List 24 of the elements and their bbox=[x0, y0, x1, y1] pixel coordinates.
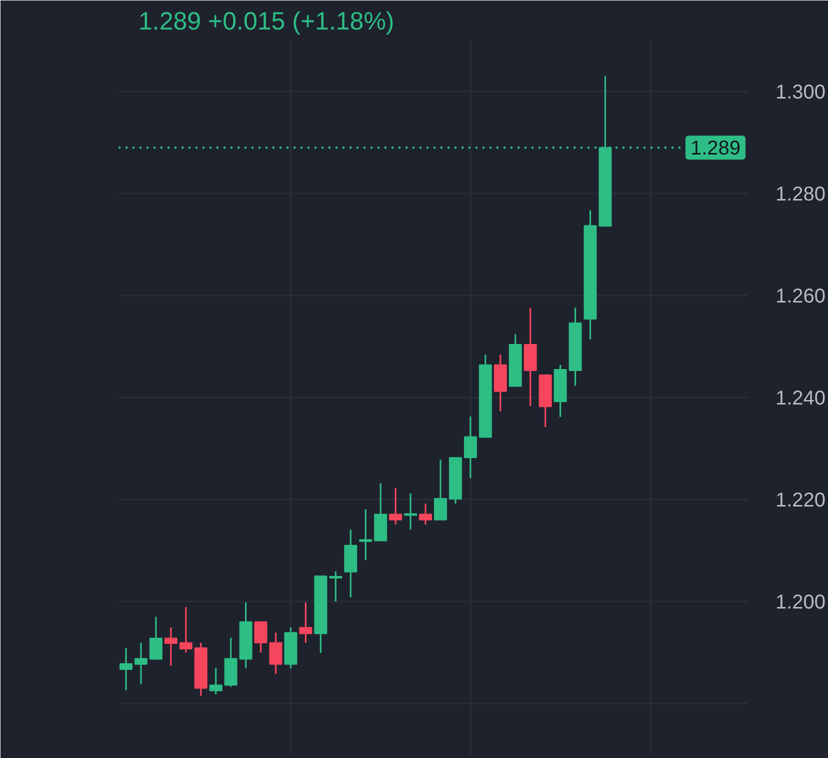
candlestick bbox=[209, 667, 222, 696]
y-tick-label: 1.240 bbox=[776, 388, 826, 410]
y-tick-label: 1.280 bbox=[776, 184, 826, 206]
candlestick bbox=[419, 502, 432, 526]
candlestick bbox=[464, 416, 477, 479]
candlestick bbox=[389, 487, 402, 526]
y-tick-label: 1.260 bbox=[776, 286, 826, 308]
candlestick bbox=[269, 632, 282, 675]
candlestick bbox=[120, 647, 132, 692]
chart-subtitle: 1.289 +0.015 (+1.18%) bbox=[138, 8, 394, 36]
candlestick bbox=[299, 602, 312, 644]
candlestick bbox=[164, 626, 178, 667]
candlestick bbox=[434, 458, 447, 521]
y-tick-label: 1.220 bbox=[776, 490, 826, 512]
ref-line-label: 1.289 bbox=[690, 138, 741, 160]
candlestick bbox=[359, 508, 372, 561]
candlestick bbox=[149, 616, 162, 660]
y-tick-label: 1.300 bbox=[776, 82, 826, 104]
candlestick bbox=[254, 621, 268, 654]
candlestick bbox=[404, 492, 418, 530]
y-tick-label: 1.200 bbox=[776, 592, 826, 614]
candlestick bbox=[329, 570, 342, 602]
candlestick bbox=[179, 606, 192, 654]
candlestick bbox=[134, 642, 148, 685]
